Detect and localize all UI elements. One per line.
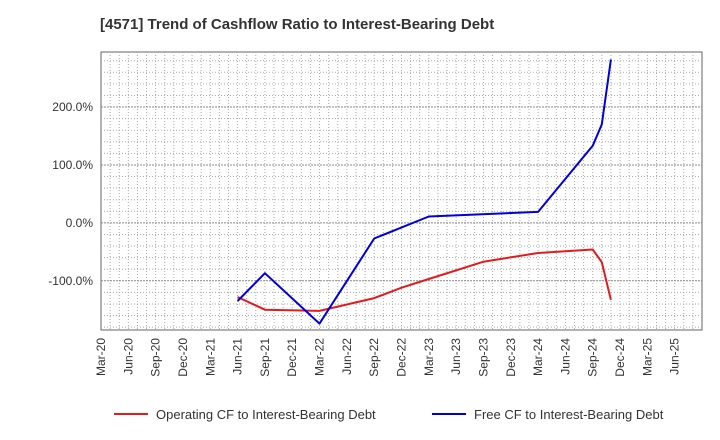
x-tick-label: Jun-23	[449, 338, 463, 375]
x-tick-label: Mar-22	[313, 338, 327, 376]
x-tick-label: Dec-24	[613, 338, 627, 377]
series-lines	[236, 59, 612, 325]
x-tick-label: Sep-24	[586, 338, 600, 377]
x-tick-label: Mar-25	[640, 338, 654, 376]
x-tick-label: Jun-24	[558, 338, 572, 375]
y-tick-label: 0.0%	[66, 216, 94, 230]
y-tick-label: -100.0%	[48, 274, 93, 288]
x-tick-label: Sep-22	[367, 338, 381, 377]
legend: Operating CF to Interest-Bearing Debt Fre…	[114, 407, 664, 422]
legend-label-free-cf: Free CF to Interest-Bearing Debt	[474, 407, 664, 422]
x-tick-label: Mar-23	[422, 338, 436, 376]
x-axis-labels: Mar-20 Jun-20 Sep-20 Dec-20 Mar-21 Jun-21 Sep-…	[94, 338, 682, 377]
y-tick-label: 200.0%	[52, 100, 93, 114]
x-tick-label: Sep-23	[476, 338, 490, 377]
operating-cf-line	[237, 248, 612, 312]
y-axis-labels: -100.0% 0.0% 100.0% 200.0%	[48, 100, 93, 288]
x-tick-label: Sep-21	[258, 338, 272, 377]
legend-label-operating-cf: Operating CF to Interest-Bearing Debt	[156, 407, 376, 422]
x-tick-label: Sep-20	[149, 338, 163, 377]
x-tick-label: Mar-21	[203, 338, 217, 376]
x-tick-label: Dec-21	[285, 338, 299, 377]
y-tick-label: 100.0%	[52, 158, 93, 172]
horizontal-grid	[101, 60, 702, 328]
chart-title: [4571] Trend of Cashflow Ratio to Intere…	[100, 16, 495, 33]
free-cf-line	[236, 59, 612, 325]
x-tick-label: Mar-24	[531, 338, 545, 376]
x-tick-label: Jun-22	[340, 338, 354, 375]
x-tick-label: Dec-23	[504, 338, 518, 377]
x-tick-label: Mar-20	[94, 338, 108, 376]
x-tick-label: Jun-21	[231, 338, 245, 375]
x-tick-label: Dec-22	[395, 338, 409, 377]
x-tick-label: Jun-25	[668, 338, 682, 375]
x-tick-label: Jun-20	[121, 338, 135, 375]
x-tick-label: Dec-20	[176, 338, 190, 377]
